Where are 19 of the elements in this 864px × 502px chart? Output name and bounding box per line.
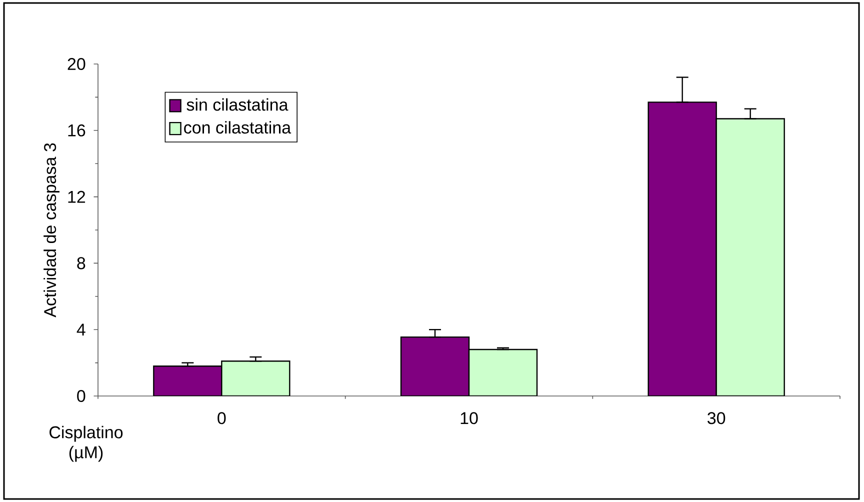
y-tick-label: 12 — [68, 190, 86, 203]
y-tick-label: 8 — [77, 257, 86, 270]
legend-label: sin cilastatina — [186, 98, 288, 111]
y-tick-label: 0 — [77, 390, 86, 402]
y-axis-title: Actividad de caspasa 3 — [44, 143, 60, 318]
legend-label: con cilastatina — [184, 121, 292, 134]
y-tick-label: 4 — [76, 324, 86, 336]
x-axis-title: Cisplatino (µM) — [50, 426, 123, 462]
bar — [221, 360, 290, 396]
bar — [153, 366, 222, 396]
x-tick-label: 30 — [708, 412, 726, 424]
y-tick-label: 20 — [68, 58, 86, 70]
bar — [400, 336, 470, 396]
x-tick-label: 10 — [460, 412, 478, 424]
bar — [716, 118, 785, 396]
bar — [648, 102, 717, 396]
bar — [468, 348, 538, 396]
x-tick-label: 0 — [218, 412, 226, 424]
y-tick-label: 16 — [68, 124, 86, 136]
